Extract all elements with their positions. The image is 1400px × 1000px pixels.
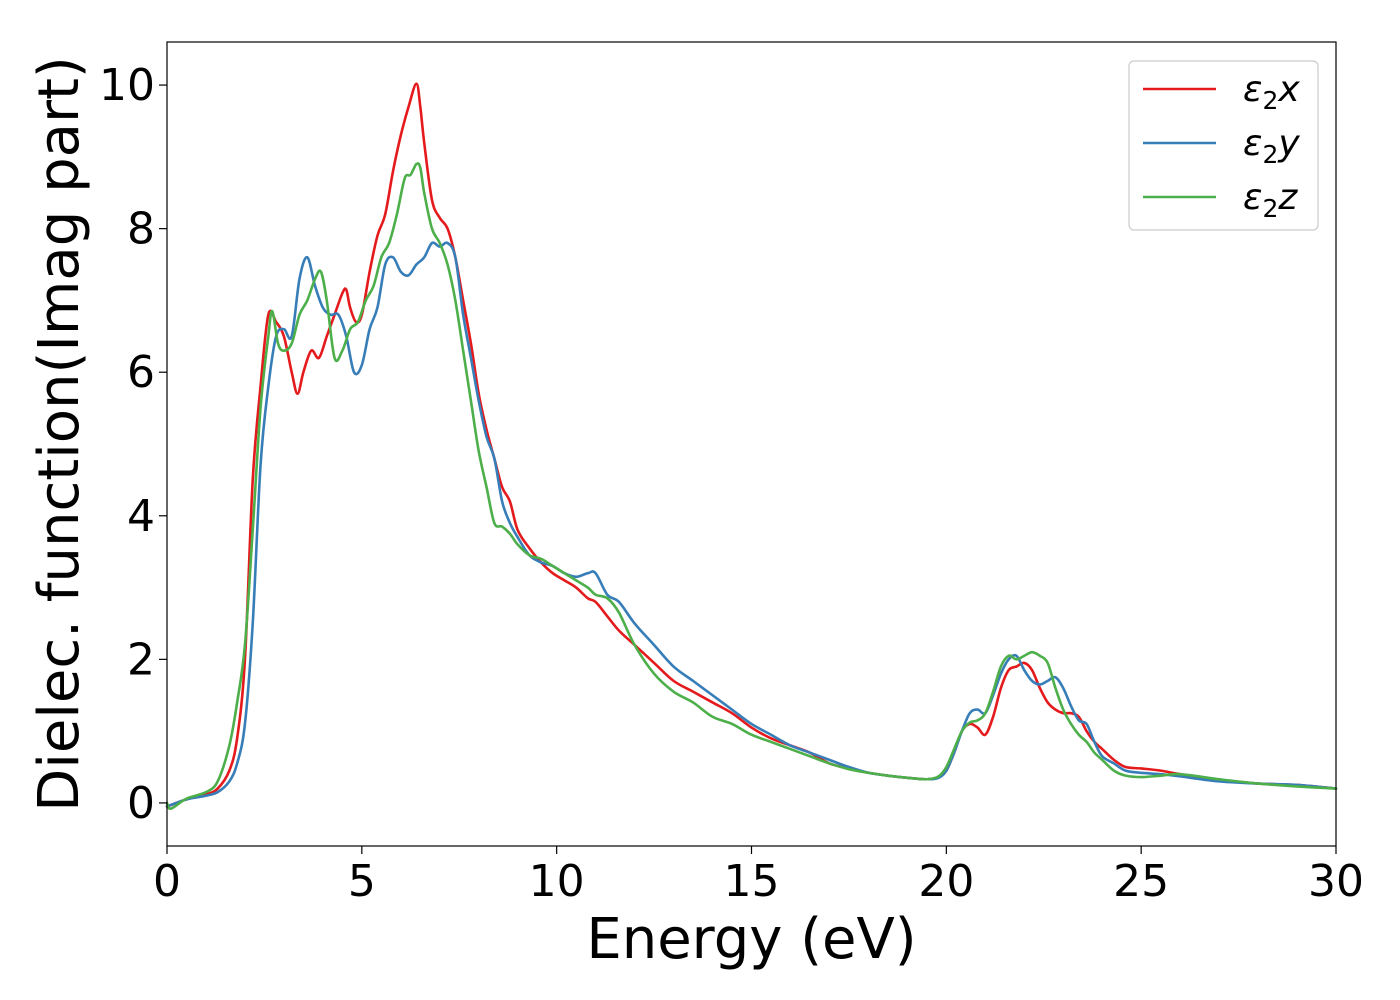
legend: ε2x ε2y ε2z <box>1128 60 1319 231</box>
series-line-z <box>165 162 1338 810</box>
x-tick-label: 5 <box>348 856 376 907</box>
y-tick-label: 8 <box>127 204 155 255</box>
y-tick-label: 2 <box>127 634 155 685</box>
x-tick-label: 20 <box>918 856 974 907</box>
legend-box <box>1128 60 1319 231</box>
legend-label: ε2x <box>1243 69 1300 115</box>
legend-label: ε2z <box>1243 177 1298 223</box>
y-tick-label: 10 <box>99 60 155 111</box>
series-layer <box>165 82 1338 810</box>
axis-ticks: 0 5 10 15 20 25 30 0 2 4 6 8 10 <box>99 60 1364 907</box>
series-line-x <box>165 82 1338 808</box>
series-line-y <box>165 241 1338 808</box>
y-tick-label: 0 <box>127 778 155 829</box>
y-tick-label: 6 <box>127 347 155 398</box>
x-tick-label: 10 <box>529 856 585 907</box>
x-tick-label: 0 <box>153 856 181 907</box>
x-axis-label: Energy (eV) <box>586 907 916 972</box>
x-tick-label: 25 <box>1113 856 1169 907</box>
x-tick-label: 30 <box>1308 856 1364 907</box>
y-axis-label: Dielec. function(Imag part) <box>27 56 92 812</box>
legend-label: ε2y <box>1243 123 1300 169</box>
y-tick-label: 4 <box>127 491 155 542</box>
x-tick-label: 15 <box>724 856 780 907</box>
